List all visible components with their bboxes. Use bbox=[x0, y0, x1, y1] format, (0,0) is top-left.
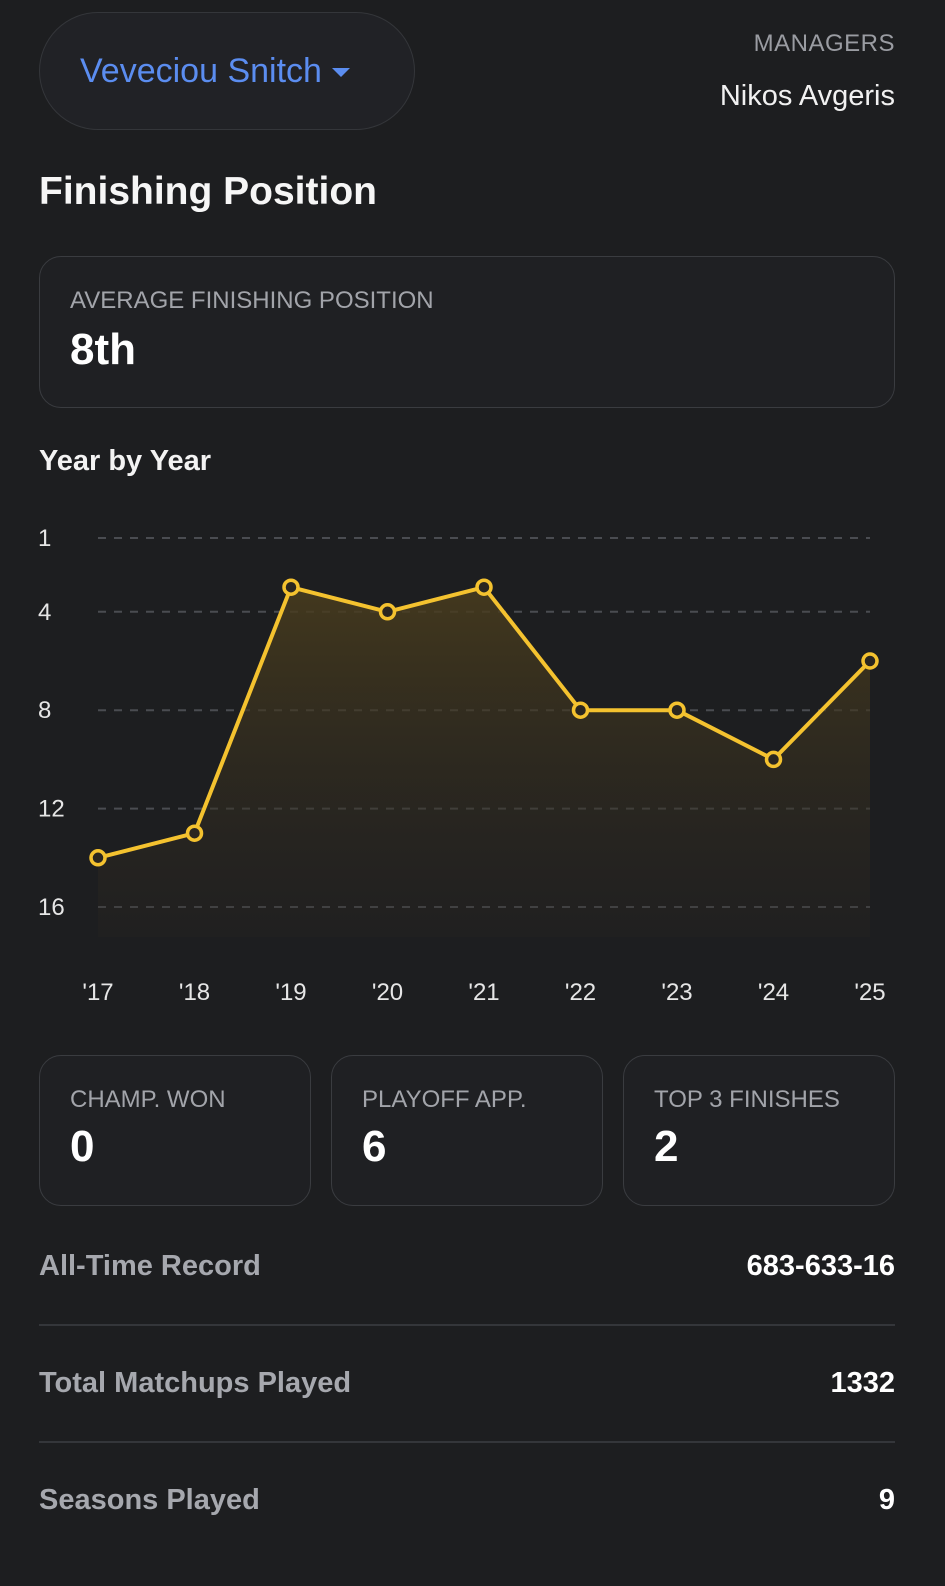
divider bbox=[39, 1324, 895, 1326]
average-finishing-value: 8th bbox=[70, 325, 136, 374]
total-matchups-row: Total Matchups Played 1332 bbox=[39, 1353, 895, 1413]
year-by-year-title: Year by Year bbox=[39, 445, 212, 477]
data-point[interactable] bbox=[378, 603, 397, 621]
top3-finishes-card: TOP 3 FINISHES 2 bbox=[623, 1055, 895, 1206]
data-point[interactable] bbox=[668, 701, 686, 719]
x-tick-label: '17 bbox=[82, 979, 113, 1006]
x-tick-label: '23 bbox=[661, 979, 692, 1006]
champ-won-card: CHAMP. WON 0 bbox=[39, 1055, 311, 1206]
x-tick-label: '25 bbox=[854, 979, 885, 1006]
stat-value: 2 bbox=[654, 1122, 679, 1171]
caret-down-icon bbox=[331, 67, 350, 77]
data-point[interactable] bbox=[185, 824, 204, 842]
y-tick-label: 12 bbox=[38, 796, 65, 823]
average-finishing-card: AVERAGE FINISHING POSITION 8th bbox=[39, 256, 895, 408]
y-tick-label: 1 bbox=[38, 525, 51, 552]
data-point[interactable] bbox=[89, 849, 107, 867]
x-tick-label: '20 bbox=[372, 979, 403, 1006]
team-selector[interactable]: Veveciou Snitch bbox=[39, 12, 415, 130]
data-point[interactable] bbox=[282, 578, 300, 596]
row-label: All-Time Record bbox=[39, 1249, 261, 1282]
x-tick-label: '19 bbox=[275, 979, 306, 1006]
area-fill bbox=[98, 587, 870, 937]
x-tick-label: '22 bbox=[565, 979, 596, 1006]
all-time-record-row: All-Time Record 683-633-16 bbox=[39, 1236, 895, 1296]
average-finishing-label: AVERAGE FINISHING POSITION bbox=[70, 287, 434, 314]
y-tick-label: 8 bbox=[38, 697, 51, 724]
section-title: Finishing Position bbox=[39, 170, 377, 213]
stat-label: TOP 3 FINISHES bbox=[654, 1086, 840, 1113]
row-value: 9 bbox=[878, 1483, 895, 1516]
row-value: 1332 bbox=[830, 1366, 895, 1399]
x-tick-label: '24 bbox=[758, 979, 789, 1006]
managers-label: MANAGERS bbox=[753, 30, 895, 57]
data-point[interactable] bbox=[764, 750, 783, 769]
playoff-app-card: PLAYOFF APP. 6 bbox=[331, 1055, 603, 1206]
row-label: Total Matchups Played bbox=[39, 1366, 352, 1399]
finishing-position-chart: 1 4 8 12 16 '17 '18 '19 '20 '21 '22 '23 '24 '25 bbox=[38, 525, 886, 1006]
y-tick-label: 16 bbox=[38, 894, 65, 921]
stat-value: 0 bbox=[70, 1122, 95, 1171]
point-layer bbox=[89, 578, 879, 867]
stat-label: PLAYOFF APP. bbox=[362, 1086, 527, 1113]
manager-name: Nikos Avgeris bbox=[719, 80, 895, 112]
y-tick-label: 4 bbox=[38, 599, 51, 626]
team-name: Veveciou Snitch bbox=[80, 51, 322, 90]
area-layer bbox=[98, 587, 870, 937]
divider bbox=[39, 1441, 895, 1443]
stat-label: CHAMP. WON bbox=[70, 1086, 226, 1113]
x-tick-label: '21 bbox=[468, 979, 499, 1006]
y-axis-ticks: 1 4 8 12 16 bbox=[38, 525, 65, 921]
x-tick-label: '18 bbox=[179, 979, 210, 1006]
row-value: 683-633-16 bbox=[746, 1249, 895, 1282]
stat-value: 6 bbox=[362, 1122, 387, 1171]
data-point[interactable] bbox=[475, 578, 493, 596]
seasons-played-row: Seasons Played 9 bbox=[39, 1470, 895, 1530]
x-axis-ticks: '17 '18 '19 '20 '21 '22 '23 '24 '25 bbox=[82, 979, 885, 1006]
data-point[interactable] bbox=[861, 652, 879, 670]
data-point[interactable] bbox=[571, 701, 590, 719]
row-label: Seasons Played bbox=[39, 1483, 260, 1516]
